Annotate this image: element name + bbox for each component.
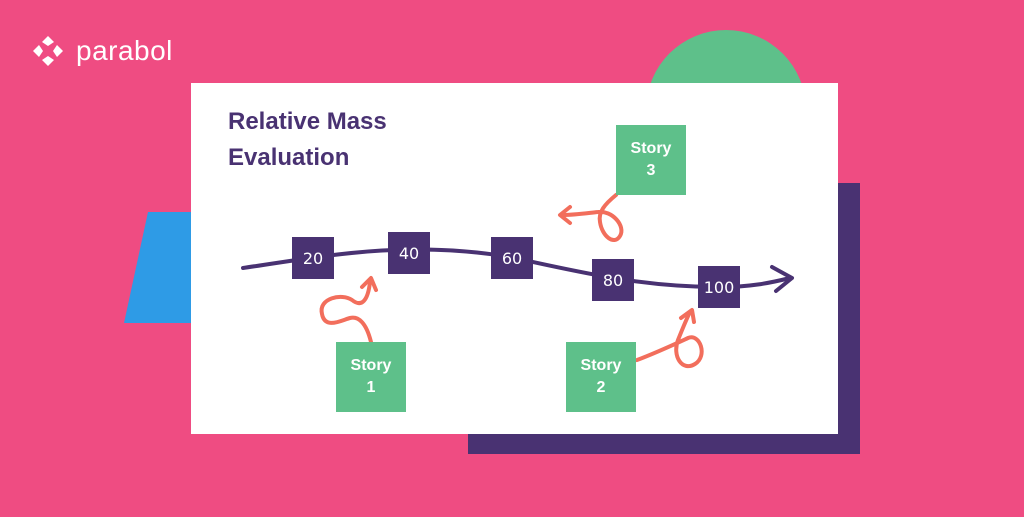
story-3-arrow xyxy=(560,193,624,242)
scale-curve xyxy=(241,247,792,290)
scale-box-100: 100 xyxy=(698,266,740,308)
brand-name: parabol xyxy=(76,35,173,66)
story-card-1: Story 1 xyxy=(336,342,406,412)
brand-logo[interactable]: parabol xyxy=(30,33,173,69)
scale-value: 80 xyxy=(602,270,624,290)
story-label: Story xyxy=(630,140,672,157)
scale-box-80: 80 xyxy=(592,259,634,301)
story-1-arrow xyxy=(319,280,373,344)
story-2-arrowhead xyxy=(679,308,696,324)
story-label: Story xyxy=(350,357,392,374)
card-title: Relative Mass Evaluation xyxy=(228,104,488,176)
story-number: 2 xyxy=(596,379,606,396)
scale-arrowhead xyxy=(770,265,794,293)
scale-box-40: 40 xyxy=(388,232,430,274)
scale-value: 20 xyxy=(302,248,324,268)
blue-trapezoid xyxy=(124,212,200,323)
title-line-1: Relative Mass xyxy=(228,108,387,135)
parabol-logo-icon xyxy=(33,36,63,66)
scale-box-20: 20 xyxy=(292,237,334,279)
scale-value: 60 xyxy=(501,248,523,268)
scale-box-60: 60 xyxy=(491,237,533,279)
story-card-2: Story 2 xyxy=(566,342,636,412)
story-card-3: Story 3 xyxy=(616,125,686,195)
title-line-2: Evaluation xyxy=(228,144,350,171)
story-1-arrowhead xyxy=(360,276,378,292)
story-number: 3 xyxy=(646,162,656,179)
scale-value: 40 xyxy=(398,243,420,263)
story-2-arrow xyxy=(635,310,704,368)
story-3-arrowhead xyxy=(558,205,572,225)
scale-value: 100 xyxy=(703,277,735,297)
story-number: 1 xyxy=(366,379,376,396)
story-label: Story xyxy=(580,357,622,374)
